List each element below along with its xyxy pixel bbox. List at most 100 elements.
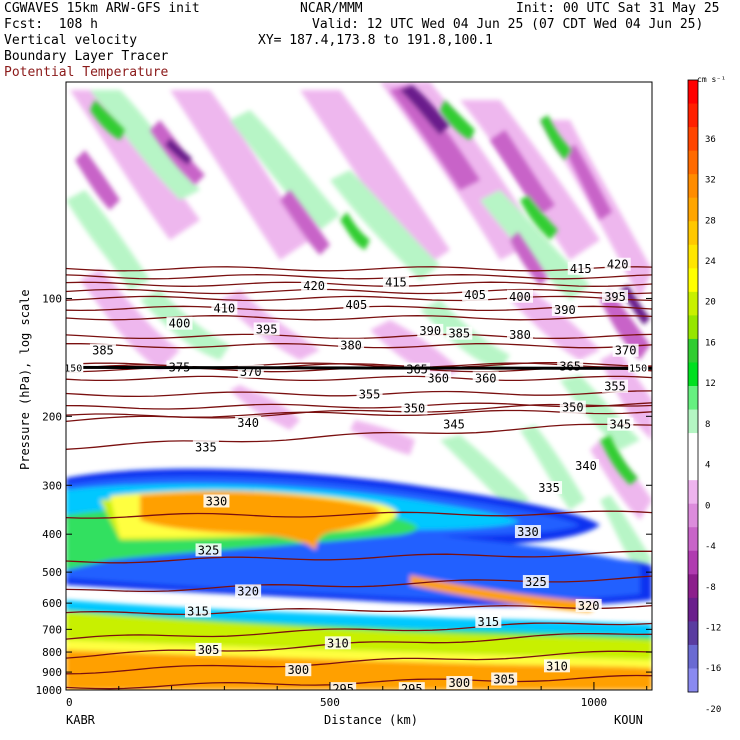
colorbar-swatch — [688, 503, 698, 528]
theta-label: 305 — [198, 643, 220, 657]
theta-label: 325 — [525, 575, 547, 589]
colorbar-tick-label: 0 — [705, 501, 710, 511]
theta-label: 330 — [517, 525, 539, 539]
colorbar-swatch — [688, 197, 698, 222]
y-axis: 100 200 300 400 500 600 700 800 900 1000 — [36, 292, 652, 697]
theta-label-bg — [301, 279, 328, 293]
theta-label: 360 — [475, 371, 497, 385]
header-valid-time: Valid: 12 UTC Wed 04 Jun 25 (07 CDT Wed … — [312, 17, 704, 32]
theta-label-bg — [356, 387, 383, 401]
theta-label-bg — [522, 575, 549, 589]
tropopause-label: 150 — [629, 363, 647, 374]
theta-label: 315 — [187, 604, 209, 618]
theta-label: 325 — [198, 543, 220, 557]
colorbar-frame — [687, 79, 699, 693]
theta-label-bg — [417, 323, 444, 337]
theta-label: 390 — [554, 303, 576, 317]
theta-label: 405 — [346, 298, 368, 312]
theta-label: 360 — [427, 371, 449, 385]
theta-label: 295 — [401, 682, 423, 696]
theta-label-bg — [382, 275, 409, 289]
colorbar-unit: cm s⁻¹ — [697, 75, 726, 84]
colorbar-swatch — [688, 574, 698, 599]
theta-label: 310 — [327, 636, 349, 650]
colorbar-tick-label: 32 — [705, 176, 716, 186]
theta-label: 415 — [570, 262, 592, 276]
colorbar-tick-label: 4 — [705, 461, 710, 471]
colorbar-swatch — [688, 150, 698, 175]
theta-label: 420 — [303, 279, 325, 293]
theta-contour-350 — [66, 402, 652, 410]
y-tick-label: 100 — [42, 292, 62, 305]
theta-label-bg — [338, 338, 365, 352]
colorbar-swatch — [688, 362, 698, 387]
theta-contour-415 — [66, 274, 652, 280]
colorbar-swatch — [688, 668, 698, 693]
header-forecast-hour: Fcst: 108 h — [4, 17, 98, 32]
theta-label: 345 — [609, 418, 631, 432]
colorbar-tick-label: 16 — [705, 338, 716, 348]
theta-label: 320 — [578, 599, 600, 613]
theta-label: 310 — [546, 659, 568, 673]
theta-label-bg — [441, 417, 468, 431]
theta-label-bg — [446, 326, 473, 340]
theta-label: 380 — [509, 328, 531, 342]
colorbar-swatch — [688, 597, 698, 622]
header-field-vertical-velocity: Vertical velocity — [4, 33, 138, 48]
theta-label: 315 — [477, 615, 499, 629]
theta-label-bg — [184, 604, 211, 618]
theta-contour-335 — [66, 423, 652, 450]
theta-contour-375 — [66, 362, 652, 368]
theta-label: 340 — [237, 416, 259, 430]
theta-contour-400 — [66, 295, 652, 302]
theta-label-bg — [462, 288, 489, 302]
theta-contour-310 — [66, 622, 652, 640]
theta-label: 405 — [464, 288, 486, 302]
theta-label-bg — [567, 261, 594, 275]
colorbar-tick-label: 8 — [705, 420, 710, 430]
theta-label: 350 — [404, 401, 426, 415]
theta-label-bg — [195, 642, 222, 656]
theta-label-bg — [559, 400, 586, 414]
y-tick-label: 1000 — [36, 684, 63, 697]
theta-label-bg — [211, 301, 238, 315]
y-tick-label: 700 — [42, 623, 62, 636]
theta-label: 300 — [287, 663, 309, 677]
theta-label: 380 — [340, 339, 362, 353]
theta-label-bg — [195, 543, 222, 557]
theta-label: 365 — [559, 359, 581, 373]
colorbar: 36 32 28 24 20 16 12 8 4 0 -4 -8 -12 -16 -20 — [687, 79, 721, 715]
tracer-band — [66, 495, 652, 690]
colorbar-tick-label: 24 — [705, 257, 716, 267]
theta-label: 400 — [169, 317, 191, 331]
theta-contour-390 — [66, 315, 652, 321]
colorbar-swatch — [688, 433, 698, 458]
theta-label-bg — [446, 676, 473, 690]
theta-label-bg — [203, 494, 230, 508]
theta-label-bg — [324, 636, 351, 650]
y-tick-label: 500 — [42, 566, 62, 579]
header-field-boundary-layer-tracer: Boundary Layer Tracer — [4, 49, 169, 64]
theta-label: 400 — [509, 290, 531, 304]
theta-label: 370 — [615, 344, 637, 358]
colorbar-swatch — [688, 315, 698, 340]
theta-label-bg — [425, 371, 452, 385]
y-tick-label: 900 — [42, 666, 62, 679]
theta-label: 335 — [538, 481, 560, 495]
theta-contour-405 — [66, 288, 652, 295]
theta-contour-345 — [66, 409, 652, 418]
y-tick-label: 300 — [42, 479, 62, 492]
colorbar-swatch — [688, 527, 698, 552]
colorbar-swatch — [688, 268, 698, 293]
colorbar-swatch — [688, 621, 698, 646]
theta-label: 365 — [406, 363, 428, 377]
vertical-velocity-field — [66, 82, 652, 655]
colorbar-swatch — [688, 338, 698, 363]
theta-label-bg — [401, 401, 428, 415]
theta-label: 395 — [604, 290, 626, 304]
theta-label-bg — [551, 302, 578, 316]
theta-label-bg — [602, 289, 629, 303]
theta-label: 305 — [493, 672, 515, 686]
colorbar-tick-label: 20 — [705, 298, 716, 308]
x-tick-label: 1000 — [581, 696, 608, 709]
